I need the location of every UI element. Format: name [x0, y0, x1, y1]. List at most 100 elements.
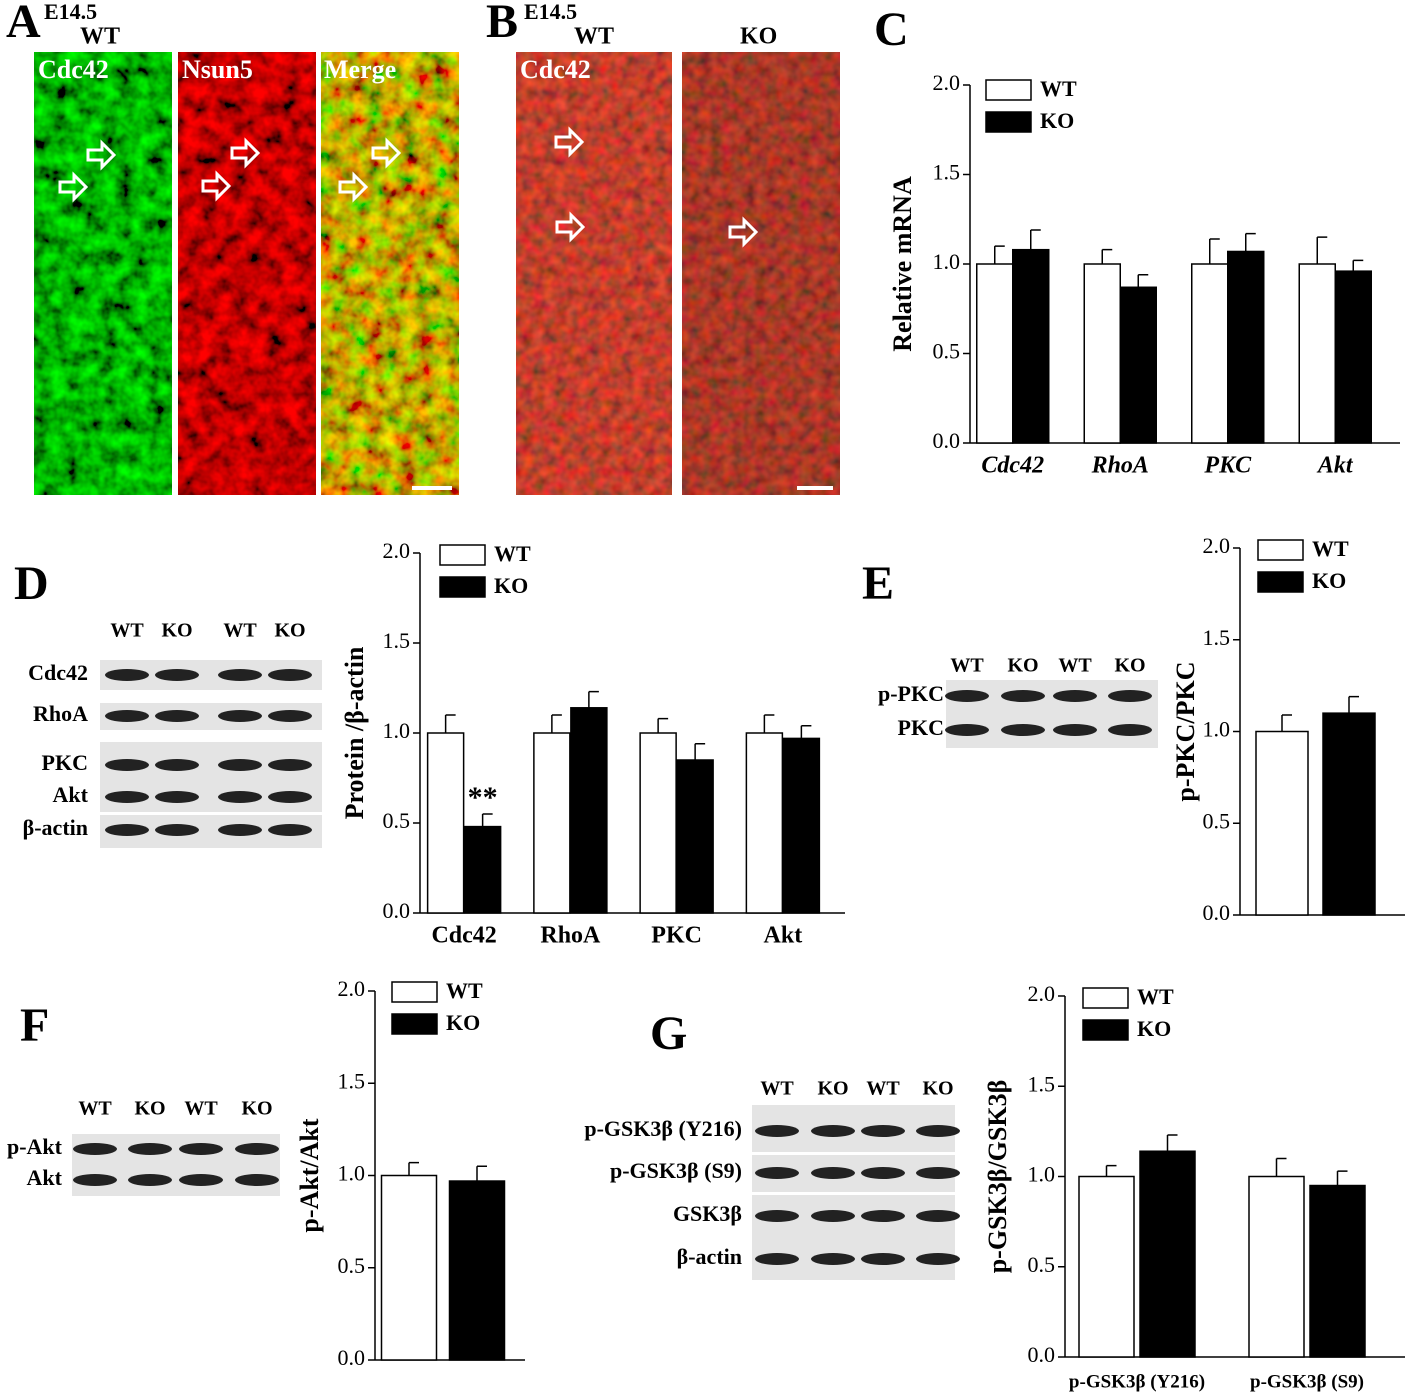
y-tick-label: 1.5 — [338, 1068, 366, 1093]
y-tick-label: 0.0 — [338, 1345, 366, 1370]
lane-label: KO — [134, 1098, 165, 1120]
blot-band — [861, 1167, 905, 1179]
blot-band — [861, 1210, 905, 1222]
y-tick-label: 1.0 — [338, 1161, 366, 1186]
error-bar — [551, 714, 562, 733]
blot-band — [916, 1167, 960, 1179]
blot-band — [861, 1253, 905, 1265]
blot-band — [1053, 690, 1097, 702]
blot-band — [811, 1167, 855, 1179]
legend-label: WT — [446, 978, 483, 1003]
band-label: Cdc42 — [28, 660, 88, 685]
y-axis-label: p-GSK3β/GSK3β — [983, 1080, 1012, 1274]
blot-band — [755, 1167, 799, 1179]
blot-band — [916, 1253, 960, 1265]
y-tick-label: 1.5 — [933, 160, 961, 185]
legend-label: KO — [1137, 1016, 1171, 1041]
blot-band — [1108, 724, 1152, 736]
bar — [1078, 1175, 1135, 1358]
y-tick-label: 2.0 — [338, 976, 366, 1001]
bar — [463, 825, 502, 914]
lane-label: KO — [241, 1098, 272, 1120]
error-bar — [1030, 229, 1041, 250]
image-nsun5 — [178, 52, 316, 495]
blot-band — [105, 824, 149, 836]
y-axis-label: Protein /β-actin — [340, 646, 369, 819]
lane-label: KO — [274, 620, 305, 642]
blot-band — [105, 759, 149, 771]
band-label: PKC — [42, 750, 88, 775]
lane-label: WT — [866, 1078, 900, 1100]
y-tick-label: 1.0 — [1028, 1162, 1056, 1187]
channel: Merge — [324, 55, 396, 84]
panel-letter: F — [20, 999, 49, 1052]
y-tick-label: 2.0 — [383, 538, 411, 563]
y-tick-label: 2.0 — [1028, 981, 1056, 1006]
error-bar — [408, 1161, 419, 1176]
error-bar — [1105, 1164, 1117, 1177]
blot-band — [218, 710, 262, 722]
blot-band — [218, 669, 262, 681]
bar — [782, 737, 821, 914]
lane-label: WT — [950, 655, 984, 677]
lane-label: WT — [760, 1078, 794, 1100]
error-bar — [763, 714, 775, 733]
blot-band — [128, 1143, 172, 1155]
blot-band — [1108, 690, 1152, 702]
blot-band — [916, 1210, 960, 1222]
lane-label: WT — [1058, 655, 1092, 677]
blot-band — [73, 1174, 117, 1186]
bar — [745, 732, 784, 914]
error-bar — [694, 743, 706, 760]
panel-letter: G — [650, 1007, 687, 1060]
bar — [1139, 1150, 1196, 1358]
bar — [976, 263, 1014, 444]
y-tick-label: 0.0 — [933, 428, 961, 453]
blot-band — [155, 759, 199, 771]
panel-letter: D — [14, 557, 49, 610]
y-tick-label: 0.0 — [1028, 1342, 1056, 1367]
blot-band — [155, 669, 199, 681]
lane-label: WT — [78, 1098, 112, 1120]
bar — [1334, 270, 1372, 444]
scale-bar — [412, 486, 452, 490]
lane-label: KO — [1114, 655, 1145, 677]
blot-band — [155, 824, 199, 836]
y-tick-label: 1.0 — [383, 718, 411, 743]
legend-swatch — [1082, 1019, 1129, 1041]
blot-band — [755, 1210, 799, 1222]
blot-band — [218, 759, 262, 771]
y-tick-label: 2.0 — [1203, 533, 1231, 558]
blot-band — [155, 791, 199, 803]
x-tick-label: RhoA — [540, 923, 601, 949]
error-bar — [476, 1165, 487, 1182]
error-bar — [1336, 1170, 1348, 1186]
x-tick-label: p-GSK3β (Y216) — [1069, 1371, 1205, 1392]
error-bar — [1137, 273, 1149, 288]
legend-swatch — [1257, 571, 1304, 593]
band-label: GSK3β — [673, 1201, 742, 1226]
y-tick-label: 0.5 — [1203, 808, 1231, 833]
blot-band — [811, 1253, 855, 1265]
legend-label: WT — [1137, 984, 1174, 1009]
band-label: p-Akt — [7, 1134, 63, 1159]
blot-band — [916, 1125, 960, 1137]
blot-band — [755, 1253, 799, 1265]
legend-swatch — [439, 576, 486, 598]
stage: E14.5 — [524, 0, 577, 24]
blot-band — [268, 669, 312, 681]
blot-band — [1001, 724, 1045, 736]
blot-band — [128, 1174, 172, 1186]
blot-band — [811, 1210, 855, 1222]
legend-swatch — [391, 981, 438, 1003]
micrographs — [34, 52, 840, 495]
blot-band — [155, 710, 199, 722]
bar — [1255, 730, 1309, 916]
genotype: WT — [574, 24, 614, 50]
lane-label: WT — [184, 1098, 218, 1120]
error-bar — [1245, 232, 1256, 252]
bar — [448, 1180, 506, 1361]
y-axis-label: p-Akt/Akt — [295, 1118, 324, 1232]
legend-label: KO — [1040, 108, 1074, 133]
x-tick-label: Cdc42 — [981, 453, 1044, 479]
